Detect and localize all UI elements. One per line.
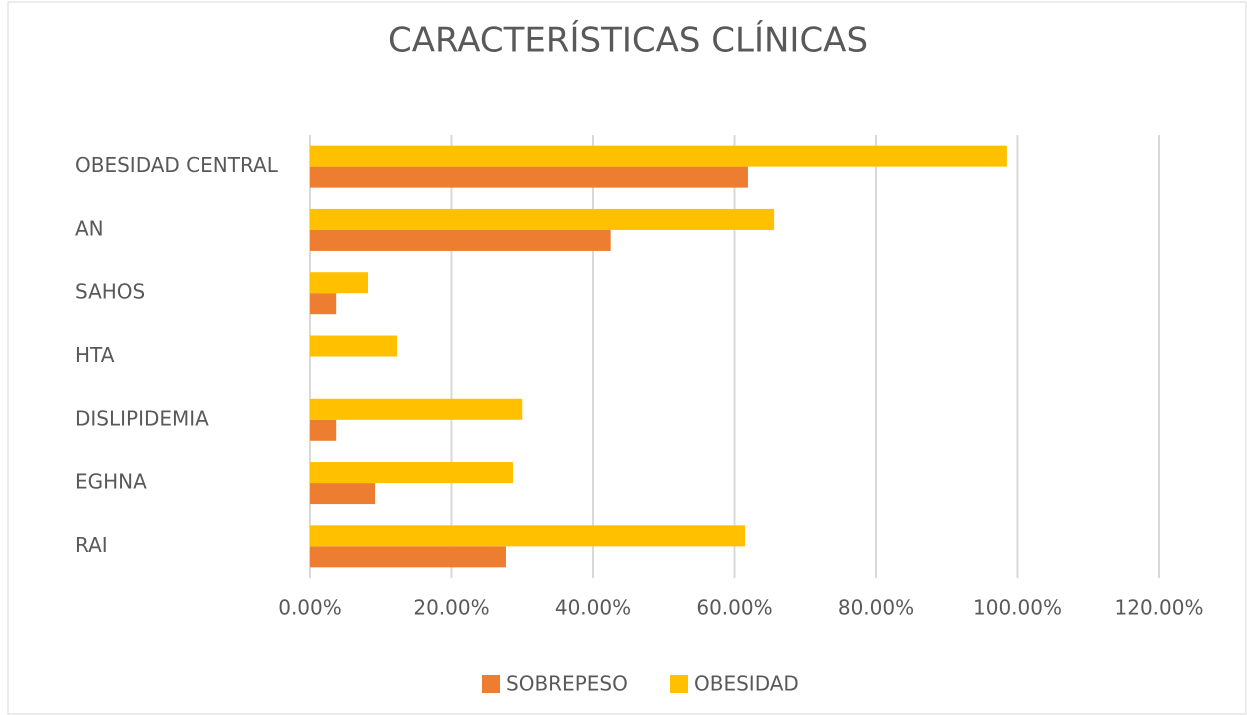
y-tick-label: DISLIPIDEMIA	[75, 406, 209, 430]
legend-swatch	[482, 675, 500, 693]
legend-label: OBESIDAD	[694, 672, 799, 696]
bar	[310, 398, 523, 420]
x-tick-label: 80.00%	[838, 596, 914, 620]
legend-swatch	[670, 675, 688, 693]
bar	[310, 293, 337, 315]
x-tick-label: 60.00%	[696, 596, 772, 620]
y-tick-label: RAI	[75, 533, 108, 557]
chart-title: CARACTERÍSTICAS CLÍNICAS	[388, 20, 868, 61]
y-tick-label: HTA	[75, 343, 115, 367]
y-tick-label: OBESIDAD CENTRAL	[75, 153, 279, 177]
bar	[310, 272, 369, 294]
bar	[310, 335, 398, 357]
x-tick-label: 0.00%	[278, 596, 342, 620]
bar	[310, 483, 376, 505]
chart-frame	[7, 1, 1247, 715]
bar	[310, 419, 337, 441]
bar	[310, 462, 514, 484]
bar	[310, 546, 506, 568]
y-tick-label: SAHOS	[75, 280, 145, 304]
y-tick-label: EGHNA	[75, 470, 147, 494]
legend-label: SOBREPESO	[506, 672, 628, 696]
x-tick-label: 100.00%	[973, 596, 1062, 620]
x-tick-label: 20.00%	[413, 596, 489, 620]
bar	[310, 145, 1007, 167]
bar	[310, 208, 775, 230]
bar	[310, 525, 746, 547]
bar	[310, 166, 748, 188]
x-tick-label: 40.00%	[555, 596, 631, 620]
y-tick-label: AN	[75, 216, 104, 240]
x-tick-label: 120.00%	[1115, 596, 1204, 620]
bar	[310, 229, 611, 251]
